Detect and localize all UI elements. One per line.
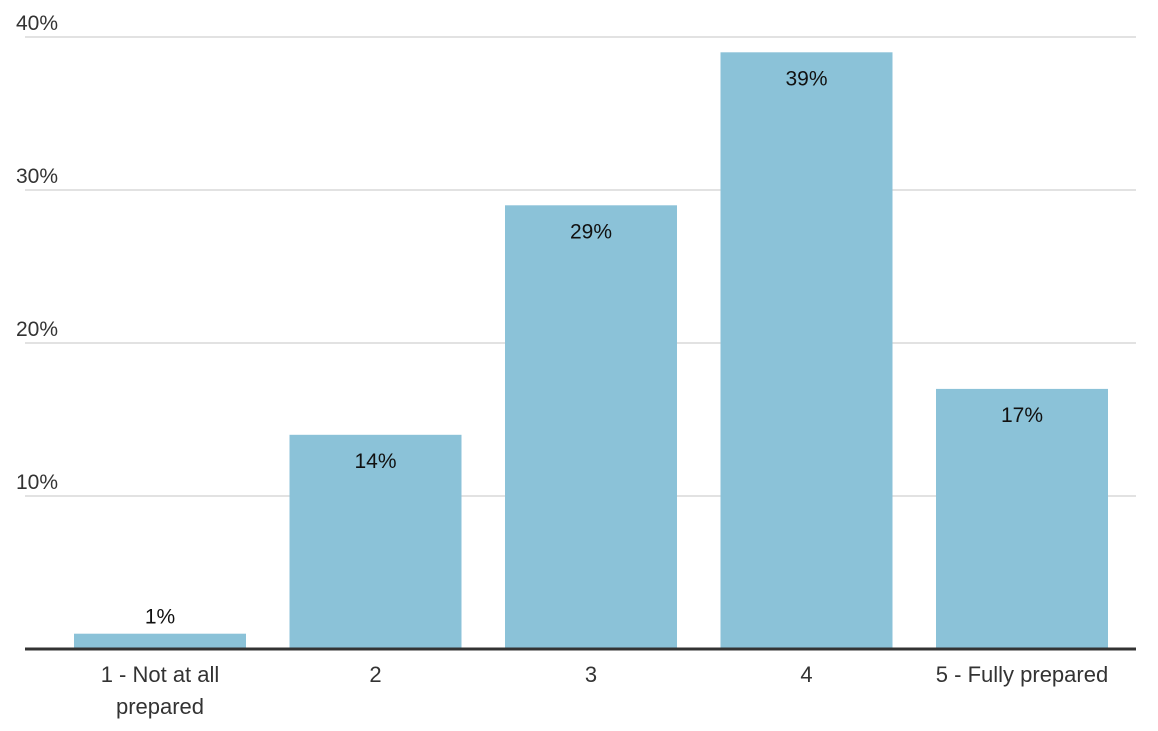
x-axis-category-labels: 1 - Not at all prepared 2 3 4 5 - Fully prepa… bbox=[101, 662, 1109, 719]
category-label-1: prepared bbox=[116, 694, 204, 719]
y-axis-tick-labels: 10% 20% 30% 40% bbox=[16, 12, 58, 494]
data-label-2: 14% bbox=[354, 450, 396, 473]
y-tick-label: 40% bbox=[16, 12, 58, 35]
category-label-2: 2 bbox=[369, 662, 381, 687]
data-label-5: 17% bbox=[1001, 404, 1043, 427]
y-tick-label: 10% bbox=[16, 471, 58, 494]
bar-2 bbox=[289, 434, 462, 649]
bar-1 bbox=[74, 633, 246, 649]
bars bbox=[74, 52, 1108, 650]
y-tick-label: 20% bbox=[16, 318, 58, 341]
category-label-3: 3 bbox=[585, 662, 597, 687]
data-label-4: 39% bbox=[785, 67, 827, 90]
category-label-4: 4 bbox=[800, 662, 812, 687]
data-label-3: 29% bbox=[570, 220, 612, 243]
category-label-1: 1 - Not at all bbox=[101, 662, 220, 687]
bar-4 bbox=[720, 52, 893, 650]
data-label-1: 1% bbox=[145, 606, 175, 629]
data-labels: 1% 14% 29% 39% 17% bbox=[145, 67, 1043, 628]
y-tick-label: 30% bbox=[16, 165, 58, 188]
category-label-5: 5 - Fully prepared bbox=[936, 662, 1108, 687]
bar-3 bbox=[505, 205, 677, 650]
bar-5 bbox=[936, 388, 1108, 649]
